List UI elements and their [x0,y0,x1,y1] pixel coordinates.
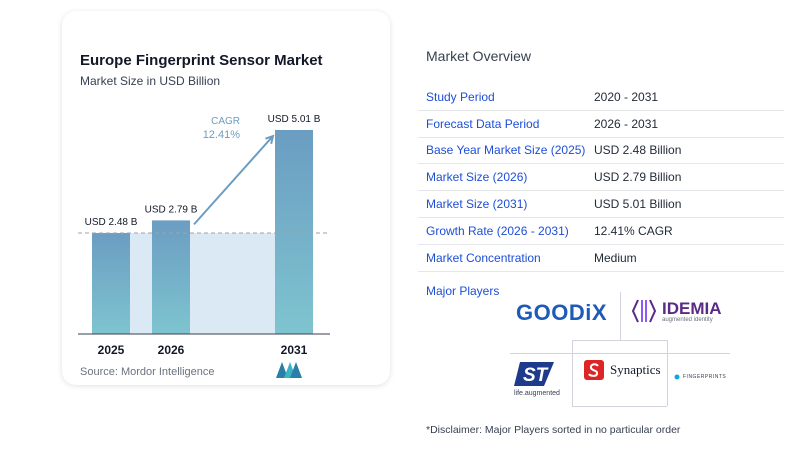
overview-row-value: USD 2.79 Billion [594,170,682,185]
cagr-arrow [193,135,274,226]
bar-value-label: USD 2.79 B [145,204,198,215]
overview-row-label: Market Concentration [426,250,541,265]
overview-row-value: Medium [594,250,637,265]
idemia-mark-icon [632,299,656,323]
overview-row-value: 2020 - 2031 [594,89,659,104]
overview-row: Forecast Data Period 2026 - 2031 [418,111,784,138]
overview-row: Market Size (2031) USD 5.01 Billion [418,191,784,218]
major-players-title: Major Players [426,284,500,298]
idemia-logo: IDEMIA augmented identity [632,298,722,324]
bar-value-label: USD 5.01 B [268,114,321,125]
category-label: 2031 [281,343,308,357]
source-note: Source: Mordor Intelligence [80,366,215,378]
overview-row-label: Study Period [426,89,495,104]
synaptics-mark-icon [584,360,604,380]
mordor-logo-icon [276,362,302,378]
svg-text:ST: ST [523,365,549,386]
overview-row-label: Market Size (2026) [426,170,528,185]
chart-title: Europe Fingerprint Sensor Market [80,52,323,69]
overview-row: Market Size (2026) USD 2.79 Billion [418,164,784,192]
overview-row-value: 2026 - 2031 [594,116,659,131]
idemia-name: IDEMIA [662,299,722,318]
category-label: 2025 [98,343,125,357]
overview-row-label: Forecast Data Period [426,116,540,131]
goodix-logo: GOODiX [516,300,608,325]
logo-divider [572,340,667,341]
bar [275,130,313,334]
category-label: 2026 [158,343,185,357]
overview-row: Base Year Market Size (2025) USD 2.48 Bil… [418,138,784,165]
cagr-value: 12.41% [203,129,241,141]
overview-title: Market Overview [426,48,532,64]
bar-value-label: USD 2.48 B [85,217,138,228]
fingerprints-logo: FINGERPRINTS [674,374,726,380]
cagr-arrow-head [265,134,275,145]
overview-row-value: USD 5.01 Billion [594,197,682,212]
fingerprints-name: FINGERPRINTS [683,374,727,380]
overview-row-label: Market Size (2031) [426,197,528,212]
bar [152,220,190,334]
overview-row-label: Base Year Market Size (2025) [426,143,586,158]
cagr-label: CAGR [211,116,240,127]
overview-row-value: USD 2.48 Billion [594,143,682,158]
baseline-shade [130,233,275,334]
bar-chart: USD 2.48 B 2025 USD 2.79 B 2026 USD 5.01 B 20… [78,114,330,357]
st-tagline: life.augmented [514,390,560,397]
logo-divider [620,292,621,340]
synaptics-logo: Synaptics [584,360,661,380]
logo-divider [572,406,667,407]
bar [92,233,130,334]
overview-row: Market Concentration Medium [418,245,784,272]
logo-divider [572,340,573,406]
logo-divider [667,340,668,406]
disclaimer: *Disclaimer: Major Players sorted in no … [426,424,681,436]
overview-row-label: Growth Rate (2026 - 2031) [426,223,569,238]
chart-subtitle: Market Size in USD Billion [80,74,221,88]
fingerprints-mark-icon [674,374,680,380]
overview-table: Study Period 2020 - 2031 Forecast Data Per… [418,84,784,272]
idemia-tagline: augmented identity [662,317,713,323]
overview-row-value: 12.41% CAGR [594,223,673,238]
synaptics-name: Synaptics [610,362,661,377]
logo-divider [510,353,730,354]
overview-row: Growth Rate (2026 - 2031) 12.41% CAGR [418,218,784,245]
st-logo-icon: ST [514,362,554,386]
overview-row: Study Period 2020 - 2031 [418,84,784,111]
